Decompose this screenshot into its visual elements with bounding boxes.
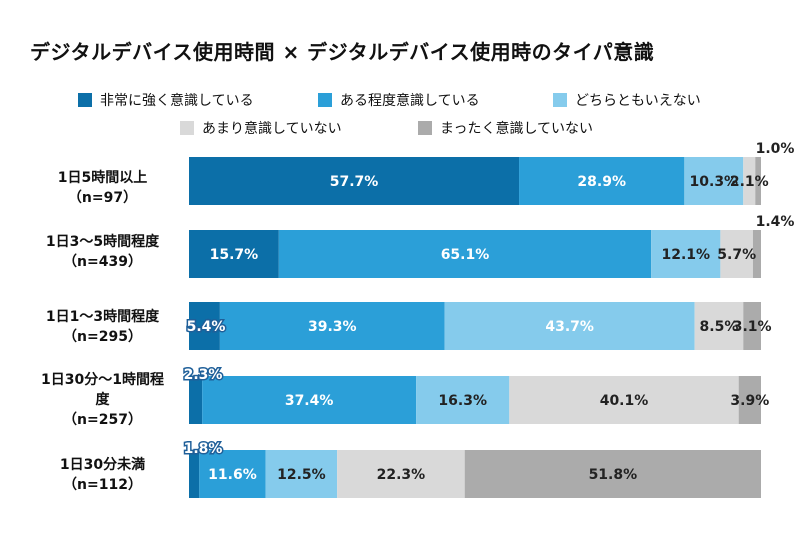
bar-segment: [444, 302, 695, 350]
category-label: 1日5時間以上 （n=97）: [57, 170, 148, 206]
data-label: 57.7%: [330, 174, 379, 190]
bar-segment: [743, 157, 756, 205]
bar-segment: [684, 157, 744, 205]
bar-segment: [720, 230, 753, 278]
data-label: 5.4%: [187, 319, 226, 335]
data-label: 3.1%: [733, 319, 772, 335]
bar-segment: [189, 376, 203, 424]
bar-segment: [464, 450, 761, 498]
data-label: 37.4%: [285, 393, 334, 409]
data-label: 12.1%: [661, 247, 710, 263]
data-label: 16.3%: [438, 393, 487, 409]
data-label: 1.8%: [184, 441, 223, 457]
data-label: 11.6%: [208, 467, 257, 483]
bar-segment: [199, 450, 266, 498]
data-label: 65.1%: [441, 247, 490, 263]
category-label: 1日30分～1時間程 度 （n=257）: [41, 372, 164, 428]
data-label: 40.1%: [600, 393, 649, 409]
bar-segment: [755, 157, 761, 205]
data-label: 8.5%: [700, 319, 739, 335]
data-label: 2.1%: [730, 174, 769, 190]
bar-segment: [278, 230, 652, 278]
data-label: 1.4%: [756, 214, 795, 230]
data-label: 2.3%: [184, 367, 223, 383]
data-label: 15.7%: [210, 247, 259, 263]
category-label: 1日1～3時間程度 （n=295）: [45, 309, 160, 345]
bar-segment: [189, 230, 279, 278]
bar-segment: [189, 302, 220, 350]
bar-segment: [265, 450, 338, 498]
chart-title: デジタルデバイス使用時間 × デジタルデバイス使用時のタイパ意識: [30, 40, 655, 64]
data-label: 12.5%: [277, 467, 326, 483]
data-label: 39.3%: [308, 319, 357, 335]
bar-segment: [189, 157, 520, 205]
category-label: 1日30分未満 （n=112）: [59, 457, 146, 493]
bar-segment: [416, 376, 510, 424]
data-label: 3.9%: [730, 393, 769, 409]
data-label: 10.3%: [690, 174, 739, 190]
bar-segment: [202, 376, 417, 424]
bar-segment: [738, 376, 761, 424]
bar-segment: [694, 302, 744, 350]
bar-segment: [752, 230, 761, 278]
bar-segment: [337, 450, 465, 498]
bar-segment: [519, 157, 685, 205]
data-label: 51.8%: [589, 467, 638, 483]
data-label: 43.7%: [545, 319, 594, 335]
bar-segment: [219, 302, 445, 350]
data-label: 28.9%: [577, 174, 626, 190]
bar-segment: [189, 450, 200, 498]
data-label: 22.3%: [377, 467, 426, 483]
bar-segment: [651, 230, 721, 278]
category-label: 1日3～5時間程度 （n=439）: [45, 234, 160, 270]
data-label: 5.7%: [717, 247, 756, 263]
data-label: 1.0%: [756, 141, 795, 157]
bar-segment: [743, 302, 761, 350]
bar-segment: [509, 376, 739, 424]
